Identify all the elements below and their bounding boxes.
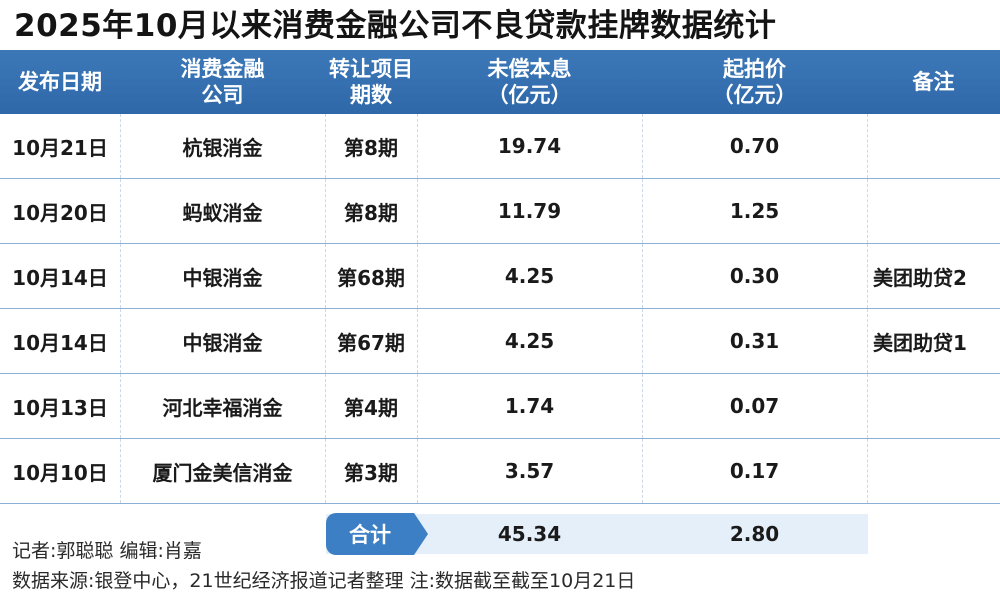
column-divider: [120, 439, 121, 503]
column-header-principal-line1: 未偿本息: [487, 57, 572, 81]
page-title: 2025年10月以来消费金融公司不良贷款挂牌数据统计: [14, 8, 777, 44]
cell-period: 第3期: [344, 460, 398, 485]
column-header-period: 转让项目 期数: [325, 50, 417, 114]
column-divider: [417, 309, 418, 373]
cell-price: 0.07: [729, 394, 780, 418]
column-divider: [417, 114, 418, 178]
column-divider: [417, 244, 418, 308]
column-divider: [325, 244, 326, 308]
cell-company: 杭银消金: [182, 135, 263, 160]
column-header-company-line2: 公司: [201, 83, 244, 107]
column-divider: [325, 114, 326, 178]
cell-company: 厦门金美信消金: [152, 460, 293, 485]
column-divider: [325, 309, 326, 373]
column-divider: [642, 309, 643, 373]
column-divider: [325, 439, 326, 503]
column-divider: [867, 374, 868, 438]
column-divider: [867, 309, 868, 373]
cell-principal: 19.74: [497, 134, 562, 158]
column-header-company: 消费金融 公司: [120, 50, 325, 114]
cell-date: 10月14日: [12, 330, 108, 355]
table-row: 10月20日 蚂蚁消金 第8期 11.79 1.25: [0, 179, 1000, 244]
column-divider: [325, 179, 326, 243]
cell-price: 0.17: [729, 459, 780, 483]
column-header-price-line2: （亿元）: [712, 83, 797, 107]
column-divider: [867, 179, 868, 243]
column-divider: [120, 114, 121, 178]
table-row: 10月13日 河北幸福消金 第4期 1.74 0.07: [0, 374, 1000, 439]
cell-company: 中银消金: [182, 265, 263, 290]
cell-date: 10月14日: [12, 265, 108, 290]
column-header-principal: 未偿本息 （亿元）: [417, 50, 642, 114]
cell-period: 第8期: [344, 135, 398, 160]
cell-note: 美团助贷1: [873, 330, 967, 355]
column-header-note-line1: 备注: [912, 70, 955, 94]
column-divider: [642, 179, 643, 243]
column-divider: [120, 179, 121, 243]
cell-principal: 3.57: [504, 459, 555, 483]
table-row: 10月21日 杭银消金 第8期 19.74 0.70: [0, 114, 1000, 179]
cell-note: [867, 439, 1000, 503]
cell-principal: 1.74: [504, 394, 555, 418]
table-header: 发布日期 消费金融 公司 转让项目 期数 未偿本息 （亿元） 起拍价 （亿元） …: [0, 50, 1000, 114]
footer-source: 数据来源:银登中心，21世纪经济报道记者整理 注:数据截至截至10月21日: [12, 570, 636, 592]
column-divider: [417, 374, 418, 438]
column-divider: [325, 374, 326, 438]
cell-company: 中银消金: [182, 330, 263, 355]
column-divider: [642, 114, 643, 178]
cell-price: 0.30: [729, 264, 780, 288]
column-divider: [642, 439, 643, 503]
column-header-period-line2: 期数: [350, 83, 392, 107]
table-row: 10月14日 中银消金 第67期 4.25 0.31 美团助贷1: [0, 309, 1000, 374]
table-row: 10月14日 中银消金 第68期 4.25 0.30 美团助贷2: [0, 244, 1000, 309]
column-header-note: 备注: [867, 50, 1000, 114]
cell-period: 第68期: [337, 265, 405, 290]
column-divider: [417, 179, 418, 243]
cell-company: 河北幸福消金: [162, 395, 283, 420]
cell-date: 10月10日: [12, 460, 108, 485]
total-principal: 45.34: [497, 522, 562, 546]
cell-date: 10月21日: [12, 135, 108, 160]
column-header-price-line1: 起拍价: [723, 57, 786, 81]
column-divider: [642, 244, 643, 308]
column-divider: [642, 374, 643, 438]
cell-period: 第4期: [344, 395, 398, 420]
cell-price: 0.31: [729, 329, 780, 353]
column-divider: [120, 244, 121, 308]
total-price: 2.80: [729, 522, 780, 546]
cell-note: [867, 179, 1000, 243]
column-header-price: 起拍价 （亿元）: [642, 50, 867, 114]
table-body: 10月21日 杭银消金 第8期 19.74 0.70 10月20日 蚂蚁消金 第…: [0, 114, 1000, 504]
column-divider: [867, 244, 868, 308]
column-divider: [120, 309, 121, 373]
cell-principal: 4.25: [504, 264, 555, 288]
total-label: 合计: [326, 513, 428, 555]
column-divider: [417, 439, 418, 503]
table-row: 10月10日 厦门金美信消金 第3期 3.57 0.17: [0, 439, 1000, 504]
cell-principal: 11.79: [497, 199, 562, 223]
column-divider: [867, 439, 868, 503]
cell-price: 1.25: [729, 199, 780, 223]
column-header-period-line1: 转让项目: [329, 57, 413, 81]
column-divider: [867, 114, 868, 178]
cell-principal: 4.25: [504, 329, 555, 353]
footer-credits: 记者:郭聪聪 编辑:肖嘉: [12, 540, 202, 562]
column-header-date-line1: 发布日期: [18, 70, 102, 94]
cell-date: 10月13日: [12, 395, 108, 420]
column-header-date: 发布日期: [0, 50, 120, 114]
cell-note: [867, 374, 1000, 438]
cell-note: [867, 114, 1000, 178]
column-header-company-line1: 消费金融: [180, 57, 265, 81]
cell-date: 10月20日: [12, 200, 108, 225]
column-header-principal-line2: （亿元）: [487, 83, 572, 107]
cell-period: 第8期: [344, 200, 398, 225]
cell-note: 美团助贷2: [873, 265, 967, 290]
cell-company: 蚂蚁消金: [182, 200, 263, 225]
cell-period: 第67期: [337, 330, 405, 355]
cell-price: 0.70: [729, 134, 780, 158]
column-divider: [120, 374, 121, 438]
